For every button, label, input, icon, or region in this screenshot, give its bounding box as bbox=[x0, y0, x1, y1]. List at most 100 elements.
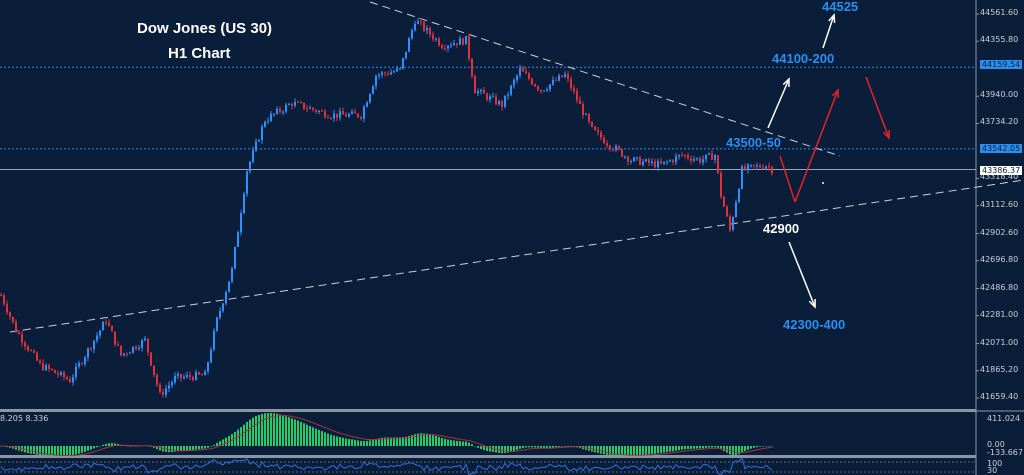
macd-bar bbox=[270, 413, 272, 446]
candle-body bbox=[198, 372, 200, 375]
macd-bar bbox=[255, 415, 257, 446]
candle-body bbox=[87, 348, 89, 358]
candle-body bbox=[243, 193, 245, 214]
macd-bar bbox=[264, 413, 266, 446]
macd-bar bbox=[357, 440, 359, 446]
candle-body bbox=[318, 110, 320, 112]
candle-body bbox=[252, 150, 254, 162]
price-tick: 43940.00 bbox=[980, 90, 1019, 100]
candle-body bbox=[717, 155, 719, 174]
candle-body bbox=[141, 340, 143, 348]
candle-body bbox=[84, 357, 86, 364]
macd-bar bbox=[483, 446, 485, 450]
macd-bar bbox=[78, 446, 80, 454]
macd-bar bbox=[210, 446, 212, 447]
macd-bar bbox=[372, 439, 374, 446]
macd-bar bbox=[321, 431, 323, 446]
candle-body bbox=[675, 156, 677, 163]
target-label-42300-400: 42300-400 bbox=[783, 317, 846, 332]
candle-body bbox=[45, 365, 47, 371]
candle-body bbox=[741, 166, 743, 189]
candle-body bbox=[519, 68, 521, 76]
candle-body bbox=[126, 353, 128, 355]
candle-body bbox=[324, 110, 326, 118]
candle-body bbox=[720, 173, 722, 197]
candle-body bbox=[435, 38, 437, 40]
macd-bar bbox=[750, 446, 752, 449]
macd-bar bbox=[675, 446, 677, 451]
candle-body bbox=[480, 89, 482, 92]
price-tick: 43318.40 bbox=[980, 172, 1019, 182]
candle-body bbox=[771, 167, 773, 174]
candle-body bbox=[195, 372, 197, 380]
candle-body bbox=[549, 84, 551, 90]
candle-body bbox=[24, 342, 26, 347]
candle-body bbox=[711, 153, 713, 160]
candle-body bbox=[414, 23, 416, 31]
macd-bar bbox=[180, 446, 182, 451]
macd-bar bbox=[537, 446, 539, 448]
candle-body bbox=[693, 159, 695, 161]
candle-body bbox=[504, 95, 506, 107]
candle-body bbox=[585, 113, 587, 115]
candle-body bbox=[570, 78, 572, 89]
candle-body bbox=[597, 130, 599, 133]
red-down-arrow bbox=[865, 76, 890, 139]
candle-body bbox=[51, 368, 53, 371]
macd-bar bbox=[747, 446, 749, 450]
candle-body bbox=[117, 344, 119, 346]
red-up-arrow bbox=[794, 89, 839, 203]
macd-bar bbox=[351, 439, 353, 446]
candle-body bbox=[303, 102, 305, 109]
macd-signal-line bbox=[0, 414, 773, 457]
candle-body bbox=[345, 114, 347, 117]
candle-body bbox=[48, 365, 50, 369]
candle-body bbox=[282, 111, 284, 113]
candle-body bbox=[363, 106, 365, 119]
macd-bar bbox=[465, 441, 467, 446]
macd-bar bbox=[108, 443, 110, 446]
candle-body bbox=[411, 30, 413, 39]
macd-bar bbox=[636, 446, 638, 456]
up-arrow-head bbox=[828, 13, 836, 24]
candle-body bbox=[621, 149, 623, 157]
candle-body bbox=[453, 43, 455, 46]
macd-bar bbox=[60, 446, 62, 456]
macd-bar bbox=[534, 446, 536, 448]
macd-bar bbox=[303, 423, 305, 446]
macd-bar bbox=[45, 446, 47, 456]
candle-body bbox=[360, 117, 362, 119]
macd-bar bbox=[606, 446, 608, 455]
macd-bar bbox=[756, 446, 758, 448]
down-arrow-head bbox=[808, 298, 816, 309]
macd-bar bbox=[174, 446, 176, 452]
candle-body bbox=[156, 374, 158, 385]
candle-body bbox=[459, 38, 461, 45]
candle-body bbox=[540, 89, 542, 92]
macd-bar bbox=[366, 440, 368, 446]
candle-body bbox=[753, 164, 755, 167]
candle-body bbox=[441, 45, 443, 49]
macd-bar bbox=[693, 446, 695, 449]
candle-body bbox=[429, 27, 431, 35]
candle-body bbox=[723, 196, 725, 207]
candle-body bbox=[525, 71, 527, 74]
candle-body bbox=[546, 89, 548, 91]
macd-bar bbox=[684, 446, 686, 450]
candle-body bbox=[114, 331, 116, 345]
candle-body bbox=[63, 372, 65, 378]
down-arrow bbox=[788, 241, 816, 308]
macd-bar bbox=[657, 446, 659, 454]
candle-body bbox=[201, 374, 203, 376]
indicator2-axis-min: 30 bbox=[987, 466, 998, 475]
price-tick: 42486.80 bbox=[980, 282, 1019, 292]
candle-body bbox=[3, 295, 5, 305]
macd-bar bbox=[237, 429, 239, 446]
candle-body bbox=[522, 68, 524, 72]
candle-body bbox=[396, 68, 398, 72]
current-price-tag: 43386.37 bbox=[980, 166, 1023, 175]
candle-body bbox=[246, 171, 248, 194]
candle-body bbox=[159, 384, 161, 393]
candle-body bbox=[12, 316, 14, 322]
candle-body bbox=[450, 45, 452, 47]
